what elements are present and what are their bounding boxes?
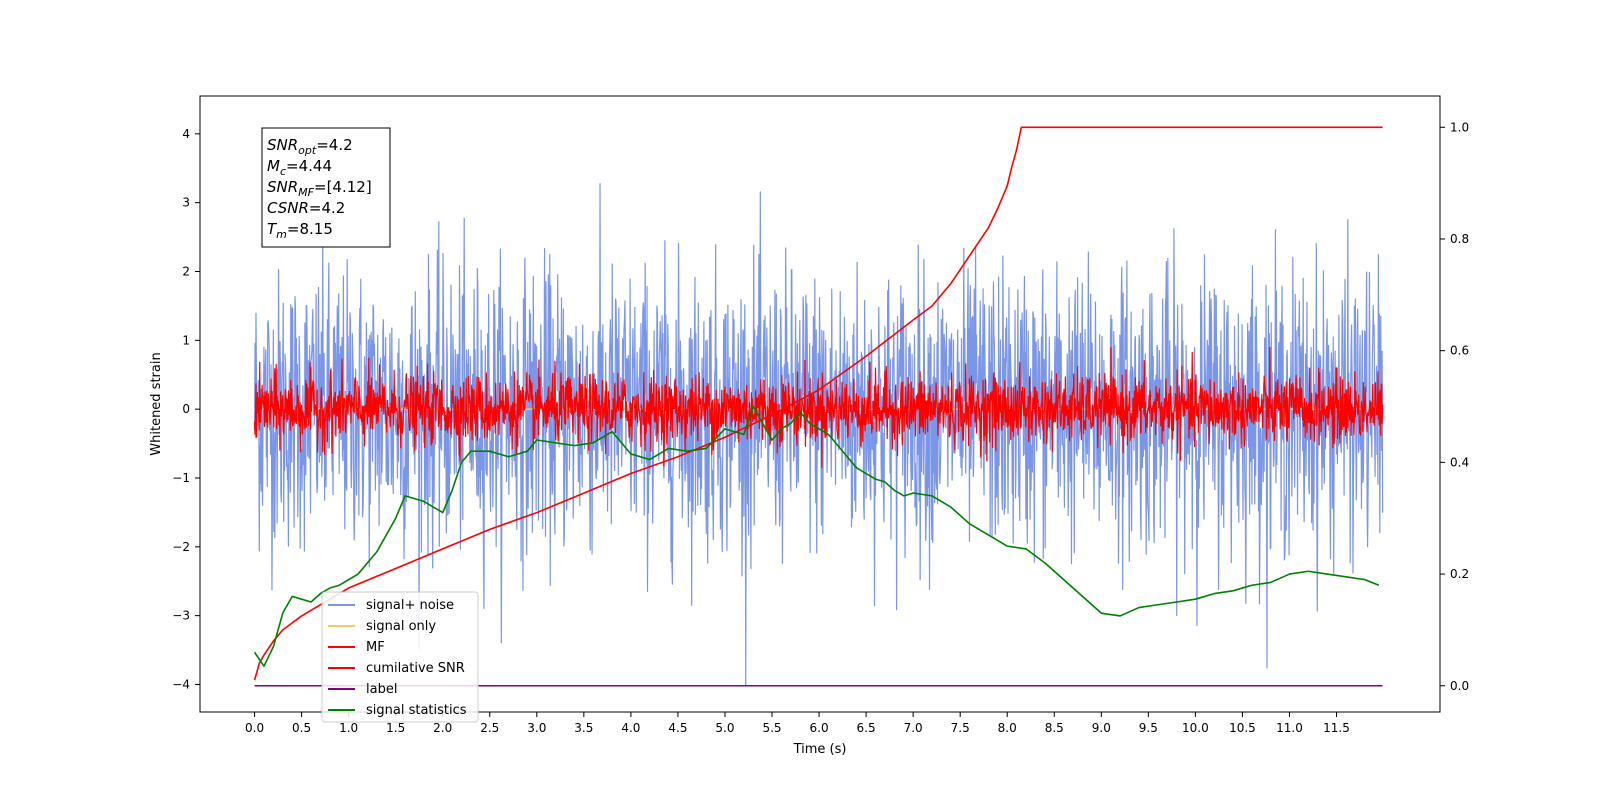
x-tick-label: 1.5 [386,721,405,735]
legend-entry-label: cumilative SNR [366,661,465,676]
x-tick-label: 4.5 [668,721,687,735]
y-tick-label-left: −4 [172,677,190,691]
x-tick-label: 4.0 [621,721,640,735]
x-tick-label: 7.0 [904,721,923,735]
legend-entry-label: MF [366,640,385,655]
x-axis-label: Time (s) [793,742,847,757]
annotation-line: CSNR=4.2 [267,199,345,217]
legend-entry-label: label [366,682,397,697]
x-tick-label: 5.5 [762,721,781,735]
x-tick-label: 8.5 [1045,721,1064,735]
legend-entry-label: signal+ noise [366,598,454,613]
x-tick-label: 3.5 [574,721,593,735]
x-tick-label: 6.5 [857,721,876,735]
y-axis-left: 4 3 2 1 0 −1 −2 −3 −4 [172,127,200,691]
legend-entry-label: signal statistics [366,703,467,718]
x-tick-label: 3.0 [527,721,546,735]
x-tick-label: 7.5 [951,721,970,735]
annotation-frame [261,127,391,248]
y-tick-label-left: 2 [182,265,190,279]
x-tick-label: 0.0 [245,721,264,735]
x-tick-label: 5.0 [715,721,734,735]
y-tick-label-right: 0.0 [1450,679,1469,693]
x-axis: 0.0 0.5 1.0 1.5 2.0 2.5 3.0 3.5 4.0 4.5 5.0 5.5 6.0 6… [245,712,1350,735]
series-line-cumilative-snr [253,126,1383,681]
annotation-line: Mc=4.44 [267,157,332,178]
y-tick-label-left: 0 [182,402,190,416]
x-tick-label: 9.5 [1139,721,1158,735]
legend-entry-label: signal only [366,619,436,634]
x-tick-label: 2.5 [480,721,499,735]
y-tick-label-left: −3 [172,609,190,623]
annotation-line: SNRMF=[4.12] [267,178,372,199]
y-tick-label-right: 0.4 [1450,455,1469,469]
annotation-line: SNRopt=4.2 [267,136,353,157]
x-tick-label: 10.0 [1182,721,1209,735]
y-tick-label-right: 0.6 [1450,344,1469,358]
y-tick-label-left: 1 [182,333,190,347]
x-tick-label: 2.0 [433,721,452,735]
y-axis-right: 1.0 0.8 0.6 0.4 0.2 0.0 [1440,120,1469,693]
x-tick-label: 1.0 [339,721,358,735]
annotation-line: Tm=8.15 [267,220,333,241]
x-tick-label: 11.0 [1276,721,1303,735]
series-line-mf [253,346,1384,468]
x-tick-label: 10.5 [1229,721,1256,735]
plot-area [253,126,1384,687]
series-line-signal-statistics [253,405,1380,667]
x-tick-label: 8.0 [998,721,1017,735]
y-tick-label-left: 4 [182,127,190,141]
legend-frame [321,591,479,723]
y-tick-label-left: −1 [172,471,190,485]
x-tick-label: 0.5 [292,721,311,735]
x-tick-label: 9.0 [1092,721,1111,735]
legend: signal+ noise signal only MF cumilative SNR… [321,591,479,723]
y-tick-label-left: 3 [182,196,190,210]
y-tick-label-right: 0.8 [1450,232,1469,246]
axes-frame [199,95,1441,713]
x-tick-label: 6.0 [810,721,829,735]
x-tick-label: 11.5 [1323,721,1350,735]
y-tick-label-right: 1.0 [1450,120,1469,134]
y-axis-label-left: Whitened strain [149,352,164,455]
y-tick-label-left: −2 [172,540,190,554]
y-tick-label-right: 0.2 [1450,567,1469,581]
